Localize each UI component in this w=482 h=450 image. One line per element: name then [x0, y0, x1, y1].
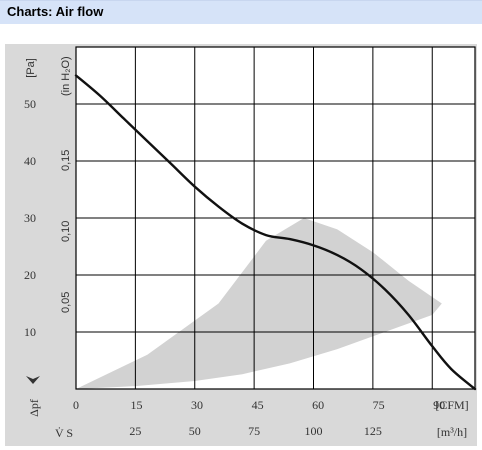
- x-tick-label-m3h: 50: [189, 424, 201, 438]
- y-tick-label-inh2o: 0,15: [60, 150, 72, 171]
- x-tick-label-cfm: 0: [73, 398, 79, 412]
- series-line-airflow: [74, 74, 477, 391]
- x-axis-symbol: V̇ S: [55, 426, 73, 440]
- y-tick-label-inh2o: 0,05: [60, 292, 72, 313]
- operating-region: [76, 218, 442, 389]
- x-tick-label-cfm: 90: [433, 398, 445, 412]
- plot-border: [75, 46, 476, 390]
- x-axis-unit-m3h: [m³/h]: [437, 425, 467, 439]
- x-tick-label-cfm: 45: [252, 398, 264, 412]
- y-tick-label-pa: 30: [24, 211, 36, 225]
- section-title: Charts: Air flow: [7, 4, 104, 19]
- x-tick-label-cfm: 60: [312, 398, 324, 412]
- section-header: Charts: Air flow: [0, 0, 482, 24]
- x-tick-label-cfm: 30: [191, 398, 203, 412]
- x-tick-label-m3h: 75: [248, 424, 260, 438]
- y-tick-label-inh2o: 0,10: [60, 221, 72, 242]
- x-tick-label-m3h: 125: [364, 424, 382, 438]
- x-tick-label-m3h: 100: [305, 424, 323, 438]
- y-tick-label-pa: 50: [24, 97, 36, 111]
- y-axis-unit-pa: [Pa]: [25, 58, 37, 78]
- x-tick-label-m3h: 25: [129, 424, 141, 438]
- x-axis-unit-cfm: [CFM]: [435, 398, 468, 412]
- y-axis-arrow-icon: [26, 376, 40, 384]
- y-tick-label-pa: 10: [24, 325, 36, 339]
- y-tick-label-pa: 20: [24, 268, 36, 282]
- x-tick-label-cfm: 15: [131, 398, 143, 412]
- y-axis-unit-inh2o: (in H₂O): [60, 56, 72, 96]
- y-tick-label-pa: 40: [24, 154, 36, 168]
- x-tick-label-cfm: 75: [373, 398, 385, 412]
- y-axis-symbol: Δpf: [27, 399, 41, 417]
